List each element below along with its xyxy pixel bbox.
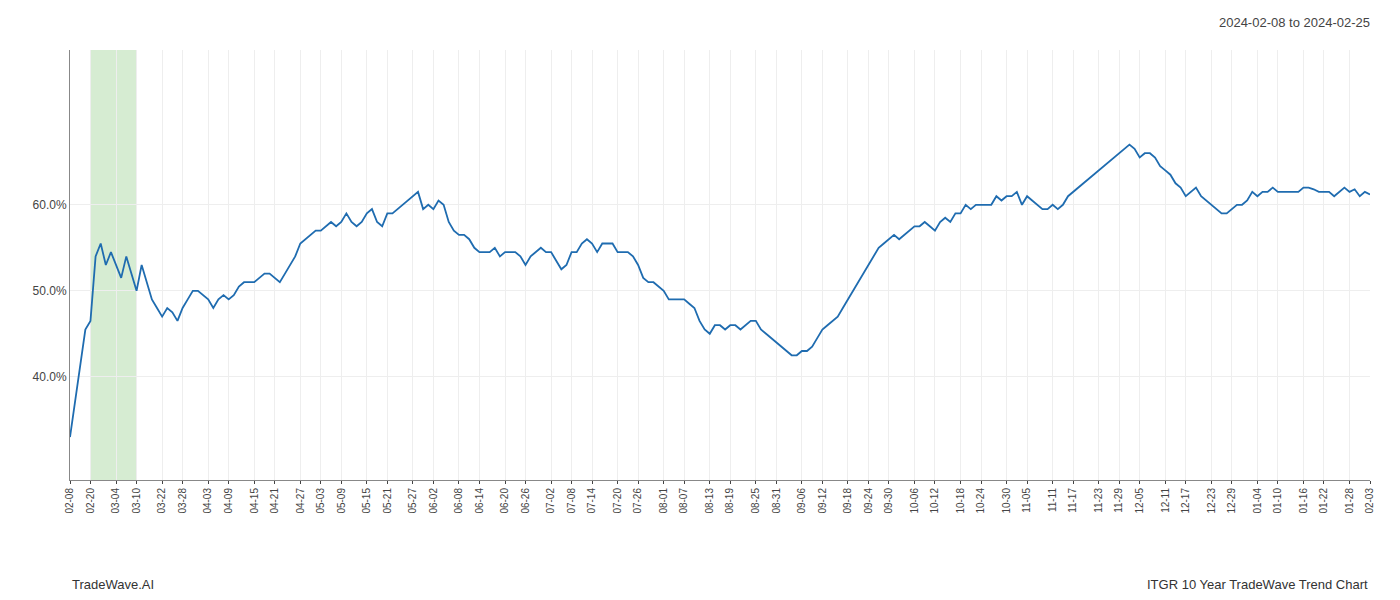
svg-text:10-18: 10-18 xyxy=(955,488,966,514)
svg-text:2024-02-08 to 2024-02-25: 2024-02-08 to 2024-02-25 xyxy=(1219,15,1370,30)
svg-text:60.0%: 60.0% xyxy=(33,198,67,212)
svg-text:12-05: 12-05 xyxy=(1134,488,1145,514)
svg-text:12-17: 12-17 xyxy=(1180,488,1191,514)
svg-text:40.0%: 40.0% xyxy=(33,370,67,384)
svg-text:01-10: 01-10 xyxy=(1272,488,1283,514)
svg-text:08-19: 08-19 xyxy=(724,488,735,514)
svg-text:09-24: 09-24 xyxy=(863,488,874,514)
svg-text:11-29: 11-29 xyxy=(1113,488,1124,513)
svg-text:06-26: 06-26 xyxy=(520,488,531,514)
svg-text:04-03: 04-03 xyxy=(202,488,213,514)
svg-text:09-12: 09-12 xyxy=(817,488,828,514)
svg-text:07-14: 07-14 xyxy=(586,488,597,514)
svg-text:07-08: 07-08 xyxy=(566,488,577,514)
svg-text:01-22: 01-22 xyxy=(1318,488,1329,514)
svg-text:11-17: 11-17 xyxy=(1067,488,1078,513)
svg-text:03-04: 03-04 xyxy=(110,488,121,514)
svg-text:10-24: 10-24 xyxy=(975,488,986,514)
svg-text:08-01: 08-01 xyxy=(658,488,669,514)
svg-text:02-20: 02-20 xyxy=(85,488,96,514)
svg-text:ITGR 10 Year TradeWave Trend C: ITGR 10 Year TradeWave Trend Chart xyxy=(1147,577,1368,592)
svg-text:TradeWave.AI: TradeWave.AI xyxy=(72,577,154,592)
svg-text:08-07: 08-07 xyxy=(678,488,689,514)
svg-text:03-28: 03-28 xyxy=(177,488,188,514)
svg-text:11-11: 11-11 xyxy=(1047,488,1058,513)
svg-text:04-27: 04-27 xyxy=(295,488,306,514)
svg-text:09-06: 09-06 xyxy=(796,488,807,514)
svg-text:10-30: 10-30 xyxy=(1001,488,1012,514)
svg-text:07-20: 07-20 xyxy=(612,488,623,514)
svg-text:12-11: 12-11 xyxy=(1160,488,1171,513)
svg-text:04-09: 04-09 xyxy=(223,488,234,514)
svg-text:05-09: 05-09 xyxy=(336,488,347,514)
svg-text:09-18: 09-18 xyxy=(842,488,853,514)
svg-text:12-23: 12-23 xyxy=(1206,488,1217,514)
svg-text:05-15: 05-15 xyxy=(361,488,372,514)
svg-text:06-20: 06-20 xyxy=(499,488,510,514)
svg-text:06-02: 06-02 xyxy=(428,488,439,514)
svg-text:05-03: 05-03 xyxy=(315,488,326,514)
svg-text:03-22: 03-22 xyxy=(156,488,167,514)
svg-text:01-16: 01-16 xyxy=(1298,488,1309,514)
svg-text:50.0%: 50.0% xyxy=(33,284,67,298)
svg-text:02-08: 02-08 xyxy=(64,488,75,514)
svg-text:03-10: 03-10 xyxy=(131,488,142,514)
svg-text:04-21: 04-21 xyxy=(269,488,280,514)
svg-text:08-31: 08-31 xyxy=(771,488,782,514)
svg-text:11-05: 11-05 xyxy=(1021,488,1032,513)
svg-text:04-15: 04-15 xyxy=(249,488,260,514)
svg-text:07-26: 07-26 xyxy=(632,488,643,514)
svg-text:05-21: 05-21 xyxy=(382,488,393,514)
svg-text:07-02: 07-02 xyxy=(545,488,556,514)
svg-text:02-03: 02-03 xyxy=(1364,488,1375,514)
svg-text:01-04: 01-04 xyxy=(1252,488,1263,514)
svg-text:10-06: 10-06 xyxy=(909,488,920,514)
svg-text:06-14: 06-14 xyxy=(474,488,485,514)
svg-text:08-13: 08-13 xyxy=(704,488,715,514)
svg-text:08-25: 08-25 xyxy=(750,488,761,514)
svg-text:06-08: 06-08 xyxy=(453,488,464,514)
svg-text:01-28: 01-28 xyxy=(1344,488,1355,514)
svg-text:11-23: 11-23 xyxy=(1093,488,1104,513)
svg-text:05-27: 05-27 xyxy=(407,488,418,514)
svg-text:12-29: 12-29 xyxy=(1226,488,1237,514)
svg-text:10-12: 10-12 xyxy=(929,488,940,514)
svg-text:09-30: 09-30 xyxy=(883,488,894,514)
